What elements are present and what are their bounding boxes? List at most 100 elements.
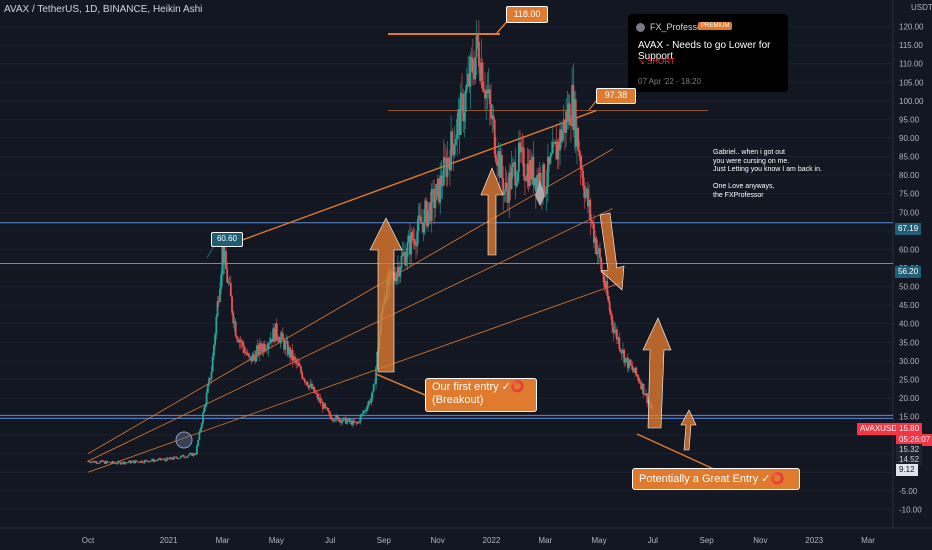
candle-body <box>361 413 364 415</box>
candle-body <box>453 145 456 155</box>
candle-body <box>284 342 287 350</box>
candle-body <box>573 99 576 131</box>
candle-body <box>586 188 589 207</box>
candle-body <box>588 200 590 207</box>
idea-date: 07 Apr '22 · 18:20 <box>638 77 701 86</box>
candle-body <box>257 345 260 355</box>
candle-body <box>141 460 144 463</box>
x-tick-label: May <box>591 536 606 545</box>
candle-body <box>145 460 147 461</box>
candle-body <box>515 182 518 186</box>
candle-body <box>99 461 102 464</box>
candle-body <box>210 371 213 380</box>
candle-body <box>470 56 473 59</box>
candle-body <box>127 462 129 464</box>
candle-body <box>498 151 501 178</box>
candle-body <box>194 454 197 456</box>
candle-body <box>582 170 584 186</box>
candle-body <box>278 340 281 343</box>
candle-body <box>400 255 403 269</box>
candle-body <box>410 232 413 255</box>
candle-body <box>519 142 521 153</box>
candle-body <box>147 461 150 463</box>
candle-body <box>532 156 535 186</box>
candle-body <box>567 103 570 122</box>
candle-body <box>411 232 414 241</box>
candle-body <box>613 330 616 333</box>
y-tick-label: 25.00 <box>899 375 920 384</box>
candle-body <box>318 397 321 400</box>
candle-body <box>467 73 469 85</box>
candle-body <box>641 383 644 390</box>
candle-body <box>198 431 201 440</box>
candle-body <box>216 301 219 317</box>
candle-body <box>572 84 575 131</box>
candle-body <box>250 356 253 362</box>
candle-body <box>645 393 647 396</box>
candle-body <box>549 155 552 164</box>
idea-title[interactable]: AVAX - Needs to go Lower for Support <box>638 40 771 62</box>
candle-body <box>196 445 198 455</box>
candle-body <box>96 463 99 465</box>
candle-body <box>642 383 645 395</box>
candle-body <box>423 209 426 233</box>
candle-body <box>279 337 282 343</box>
candle-body <box>350 420 353 425</box>
candle-body <box>505 182 508 190</box>
candle-body <box>465 84 468 91</box>
tag-symbol: AVAXUSDT <box>857 423 905 435</box>
candle-body <box>425 200 428 227</box>
candle-body <box>183 457 186 459</box>
x-tick-label: Sep <box>700 536 715 545</box>
y-tick-label: 35.00 <box>899 338 920 347</box>
y-tick-label: 50.00 <box>899 283 920 292</box>
candle-body <box>371 391 374 399</box>
candle-body <box>537 175 540 186</box>
candle-body <box>100 460 103 462</box>
candle-body <box>300 366 302 373</box>
candle-body <box>447 158 450 161</box>
candle-body <box>122 461 124 464</box>
candle-body <box>288 347 290 355</box>
candle-body <box>321 402 324 409</box>
candle-body <box>182 454 185 458</box>
candle-body <box>494 154 497 162</box>
candle-body <box>375 367 377 384</box>
y-tick-label: 15.00 <box>899 413 920 422</box>
candle-body <box>188 453 191 456</box>
candle-body <box>258 343 261 355</box>
candle-body <box>148 461 151 463</box>
candle-body <box>412 239 415 241</box>
candle-body <box>323 403 325 409</box>
candle-body <box>504 182 507 192</box>
idea-card[interactable]: FX_Professor PREMIUM AVAX - Needs to go … <box>628 14 788 92</box>
candle-body <box>317 393 319 400</box>
candle-body <box>222 246 225 265</box>
candle-body <box>496 161 498 166</box>
candle-body <box>534 177 537 192</box>
candle-body <box>545 185 548 194</box>
callout-pointer <box>636 433 717 471</box>
candle-body <box>249 356 252 358</box>
candle-body <box>550 153 553 156</box>
tag-5620: 56.20 <box>895 266 922 278</box>
candle-body <box>232 312 235 324</box>
author-name[interactable]: FX_Professor <box>650 22 706 32</box>
candle-body <box>398 266 400 277</box>
candle-body <box>205 392 208 405</box>
candle-body <box>353 420 356 423</box>
candle-body <box>487 89 490 94</box>
candle-body <box>363 410 365 414</box>
candle-body <box>338 419 341 422</box>
candle-body <box>311 383 313 389</box>
candle-body <box>590 219 593 222</box>
short-direction: ↘ SHORT <box>638 57 675 66</box>
candle-body <box>233 321 236 324</box>
candle-body <box>428 202 431 211</box>
candle-body <box>579 155 582 168</box>
candle-body <box>599 248 601 258</box>
candle-body <box>125 462 128 464</box>
candle-body <box>510 167 513 189</box>
candle-body <box>348 419 351 422</box>
candle-body <box>219 289 221 302</box>
